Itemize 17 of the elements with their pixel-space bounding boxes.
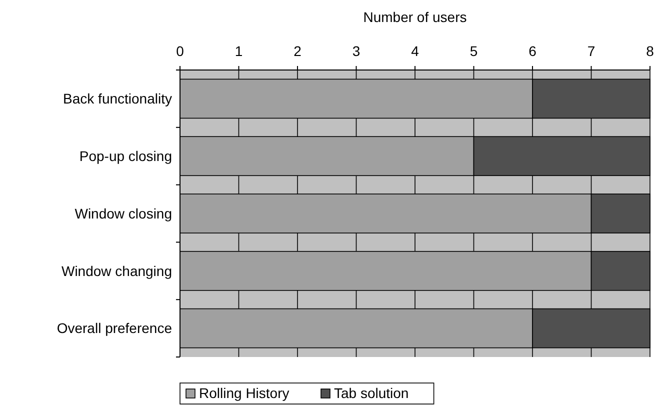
- x-tick-label: 5: [470, 43, 478, 59]
- x-tick-label: 3: [352, 43, 360, 59]
- x-tick-label: 0: [176, 43, 184, 59]
- x-axis-title: Number of users: [363, 9, 467, 25]
- x-tick-label: 2: [294, 43, 302, 59]
- x-tick-label: 6: [528, 43, 537, 59]
- y-tick-label: Window changing: [61, 262, 172, 279]
- x-tick-label: 4: [411, 43, 420, 59]
- y-tick-label: Window closing: [74, 205, 172, 222]
- legend-label: Tab solution: [334, 385, 409, 401]
- y-tick-label: Back functionality: [63, 90, 172, 107]
- y-tick-label: Pop-up closing: [79, 148, 172, 164]
- legend-label: Rolling History: [199, 385, 290, 401]
- x-tick-label: 1: [234, 43, 243, 59]
- y-tick-label: Overall preference: [56, 320, 172, 336]
- x-tick-label: 7: [587, 43, 596, 59]
- x-tick-label: 8: [646, 43, 654, 59]
